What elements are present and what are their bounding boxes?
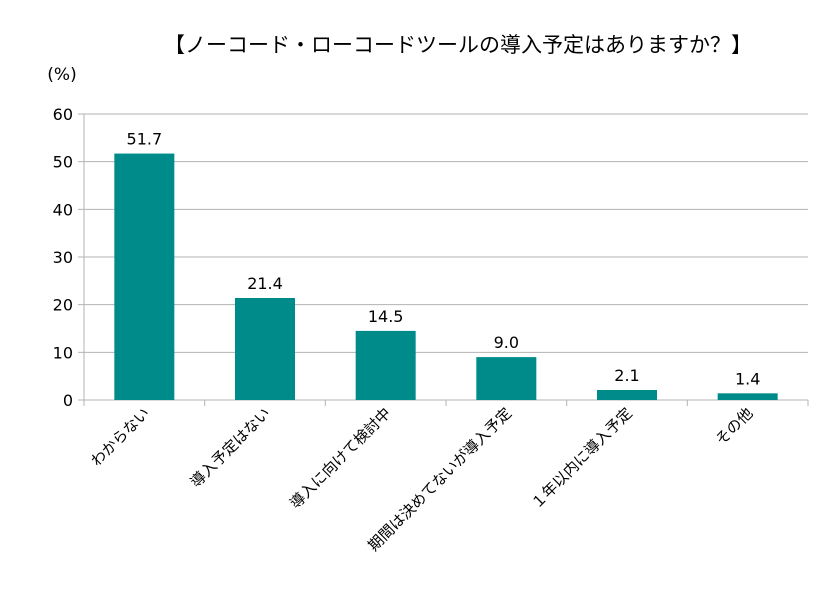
y-tick-label: 10	[53, 343, 73, 362]
bar	[235, 297, 295, 400]
x-tick-label: わからない	[87, 404, 153, 470]
y-tick-label: 30	[53, 248, 73, 267]
y-tick-label: 0	[63, 391, 73, 410]
y-tick-label: 50	[53, 153, 73, 172]
gridlines	[84, 113, 808, 401]
y-tick-label: 40	[53, 200, 73, 219]
x-tick-label: 導入予定はない	[187, 404, 274, 491]
bar-value-label: 2.1	[614, 366, 639, 385]
bars	[114, 153, 778, 400]
data-labels: 51.7 21.4 14.5 9.0 2.1 1.4	[127, 130, 761, 389]
y-tick-label: 20	[53, 296, 73, 315]
y-tick-label: 60	[53, 105, 73, 124]
bar-value-label: 21.4	[247, 274, 283, 293]
bar-value-label: 1.4	[735, 369, 760, 388]
bar-value-label: 51.7	[127, 130, 163, 149]
bar	[476, 357, 537, 400]
x-tick-label: その他	[712, 404, 757, 449]
bar	[114, 153, 175, 400]
bar-value-label: 9.0	[494, 333, 519, 352]
x-tick-label: 導入に向けて検討中	[286, 404, 394, 512]
x-tick-label: １年以内に導入予定	[528, 404, 636, 512]
bar	[717, 393, 778, 400]
bar-value-label: 14.5	[368, 307, 404, 326]
chart-title: 【ノーコード・ローコードツールの導入予定はありますか？】	[164, 33, 752, 57]
bar	[597, 389, 657, 400]
y-axis-unit-label: (%)	[47, 65, 76, 85]
bar	[355, 330, 416, 400]
x-tick-label: 期間は決めてないが導入予定	[365, 404, 516, 555]
axes	[78, 113, 809, 406]
